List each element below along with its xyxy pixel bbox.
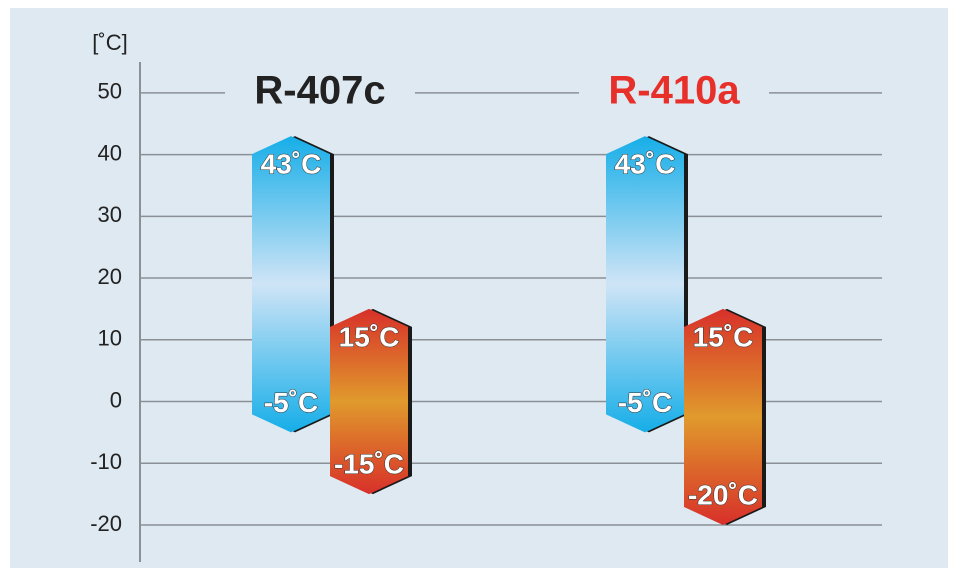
plot-background xyxy=(10,8,948,568)
y-unit: [˚C] xyxy=(92,30,127,55)
y-tick-label: 20 xyxy=(98,264,122,289)
y-tick-label: 30 xyxy=(98,202,122,227)
value-label: 15˚C xyxy=(693,321,754,352)
title-backdrop xyxy=(225,67,415,118)
value-label: -15˚C xyxy=(334,448,404,479)
y-tick-label: -10 xyxy=(90,449,122,474)
y-tick-label: 40 xyxy=(98,140,122,165)
range-bar xyxy=(606,136,684,433)
range-bar xyxy=(252,136,330,433)
category-label: R-410a xyxy=(608,68,740,112)
value-label: 43˚C xyxy=(615,148,676,179)
range-bar xyxy=(330,308,408,495)
y-tick-label: 50 xyxy=(98,79,122,104)
range-bar xyxy=(684,308,762,525)
category-label: R-407c xyxy=(254,68,385,112)
y-tick-label: 0 xyxy=(110,387,122,412)
value-label: -20˚C xyxy=(688,479,758,510)
value-label: 43˚C xyxy=(261,148,322,179)
title-backdrop xyxy=(579,67,769,118)
y-tick-label: -20 xyxy=(90,511,122,536)
value-label: -5˚C xyxy=(618,387,672,418)
value-label: -5˚C xyxy=(264,387,318,418)
value-label: 15˚C xyxy=(339,321,400,352)
y-tick-label: 10 xyxy=(98,326,122,351)
